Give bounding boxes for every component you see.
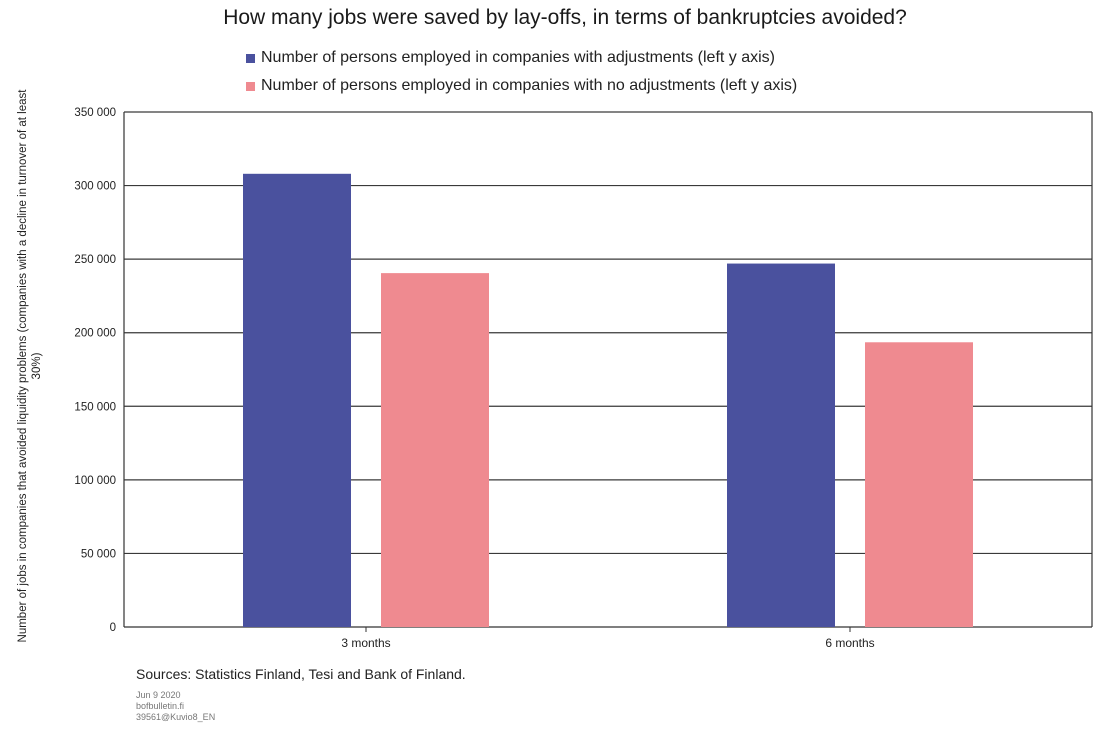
meta-site: bofbulletin.fi: [136, 701, 185, 711]
y-tick-label: 50 000: [81, 548, 116, 560]
sources-note: Sources: Statistics Finland, Tesi and Ba…: [136, 666, 466, 682]
legend: Number of persons employed in companies …: [246, 44, 797, 100]
legend-swatch-adjustments: [246, 53, 255, 63]
legend-item-adjustments: Number of persons employed in companies …: [246, 44, 797, 72]
y-tick-label: 350 000: [74, 107, 116, 119]
bar-adjustments-1: [243, 173, 351, 628]
legend-swatch-no-adjustments: [246, 81, 255, 91]
y-tick-label: 100 000: [74, 475, 116, 487]
chart-title: How many jobs were saved by lay-offs, in…: [223, 6, 907, 29]
x-tick-label: 6 months: [825, 636, 874, 650]
meta-info: Jun 9 2020 bofbulletin.fi 39561@Kuvio8_E…: [136, 690, 215, 723]
bar-no-adjustments-1: [381, 273, 489, 627]
legend-item-no-adjustments: Number of persons employed in companies …: [246, 72, 797, 100]
y-tick-label: 250 000: [74, 254, 116, 266]
legend-label-no-adjustments: Number of persons employed in companies …: [261, 77, 798, 94]
y-tick-label: 300 000: [74, 181, 116, 193]
meta-code: 39561@Kuvio8_EN: [136, 712, 216, 722]
y-tick-label: 0: [110, 622, 116, 634]
y-tick-label: 150 000: [74, 401, 116, 413]
y-tick-label: 200 000: [74, 328, 116, 340]
bar-adjustments-2: [727, 263, 835, 627]
x-tick-label: 3 months: [341, 636, 390, 650]
bar-no-adjustments-2: [865, 342, 973, 627]
legend-label-adjustments: Number of persons employed in companies …: [261, 49, 775, 66]
meta-date: Jun 9 2020: [136, 690, 181, 700]
